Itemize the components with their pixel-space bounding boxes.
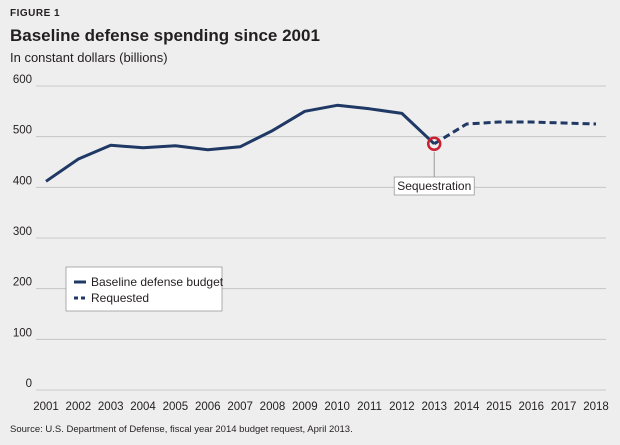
x-tick-label: 2009 bbox=[292, 401, 318, 413]
y-tick-label: 500 bbox=[13, 125, 32, 137]
x-tick-label: 2004 bbox=[130, 401, 156, 413]
x-axis-tick-labels: 2001 2002 2003 2004 2005 2006 2007 2008 2009 2010… bbox=[33, 401, 609, 413]
chart-subtitle: In constant dollars (billions) bbox=[10, 50, 168, 65]
x-tick-label: 2015 bbox=[486, 401, 512, 413]
series-line bbox=[433, 120, 597, 146]
annotation-box bbox=[393, 176, 475, 196]
series-line bbox=[45, 103, 436, 183]
y-tick-label: 100 bbox=[13, 327, 32, 339]
x-tick-label: 2013 bbox=[421, 401, 447, 413]
y-tick-label: 600 bbox=[13, 74, 32, 86]
x-tick-label: 2010 bbox=[324, 401, 350, 413]
x-tick-label: 2006 bbox=[195, 401, 221, 413]
x-tick-label: 2011 bbox=[357, 401, 382, 413]
y-tick-label: 0 bbox=[26, 378, 32, 390]
x-tick-label: 2016 bbox=[518, 401, 544, 413]
x-tick-label: 2007 bbox=[227, 401, 253, 413]
x-tick-label: 2008 bbox=[260, 401, 286, 413]
x-tick-label: 2005 bbox=[163, 401, 189, 413]
chart-title: Baseline defense spending since 2001 bbox=[10, 26, 320, 45]
y-tick-label: 200 bbox=[13, 277, 32, 289]
figure-label: FIGURE 1 bbox=[10, 8, 61, 19]
x-tick-label: 2003 bbox=[98, 401, 124, 413]
x-tick-label: 2014 bbox=[454, 401, 480, 413]
legend: Baseline defense budget Requested bbox=[65, 266, 224, 312]
annotation: Sequestration bbox=[393, 136, 475, 196]
annotation-label: Sequestration bbox=[397, 179, 471, 193]
x-tick-label: 2012 bbox=[389, 401, 415, 413]
y-tick-label: 400 bbox=[13, 175, 32, 187]
legend-box bbox=[65, 266, 223, 312]
x-tick-label: 2001 bbox=[33, 401, 59, 413]
legend-label: Requested bbox=[91, 291, 149, 305]
x-tick-label: 2017 bbox=[551, 401, 577, 413]
series-lines bbox=[45, 103, 597, 183]
gridlines bbox=[36, 85, 606, 391]
y-tick-label: 300 bbox=[13, 226, 32, 238]
x-tick-label: 2002 bbox=[66, 401, 92, 413]
source-note: Source: U.S. Department of Defense, fisc… bbox=[10, 424, 353, 435]
y-axis-tick-labels: 0 100 200 300 400 500 600 bbox=[13, 74, 32, 390]
x-tick-label: 2018 bbox=[583, 401, 609, 413]
legend-label: Baseline defense budget bbox=[91, 275, 224, 289]
sequestration-marker bbox=[426, 136, 442, 152]
